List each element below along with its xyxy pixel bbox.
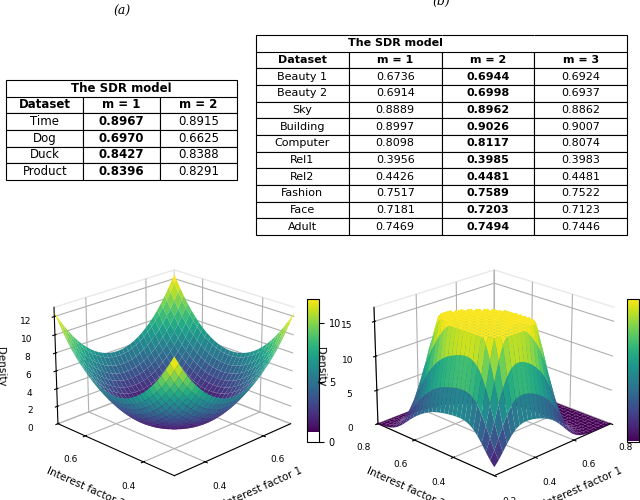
Title: (b): (b) [433,0,451,8]
X-axis label: Interest factor 1: Interest factor 1 [543,466,623,500]
Title: (a): (a) [113,5,130,18]
Y-axis label: Interest factor 2: Interest factor 2 [45,466,126,500]
X-axis label: Interest factor 1: Interest factor 1 [223,466,303,500]
Y-axis label: Interest factor 2: Interest factor 2 [365,466,446,500]
